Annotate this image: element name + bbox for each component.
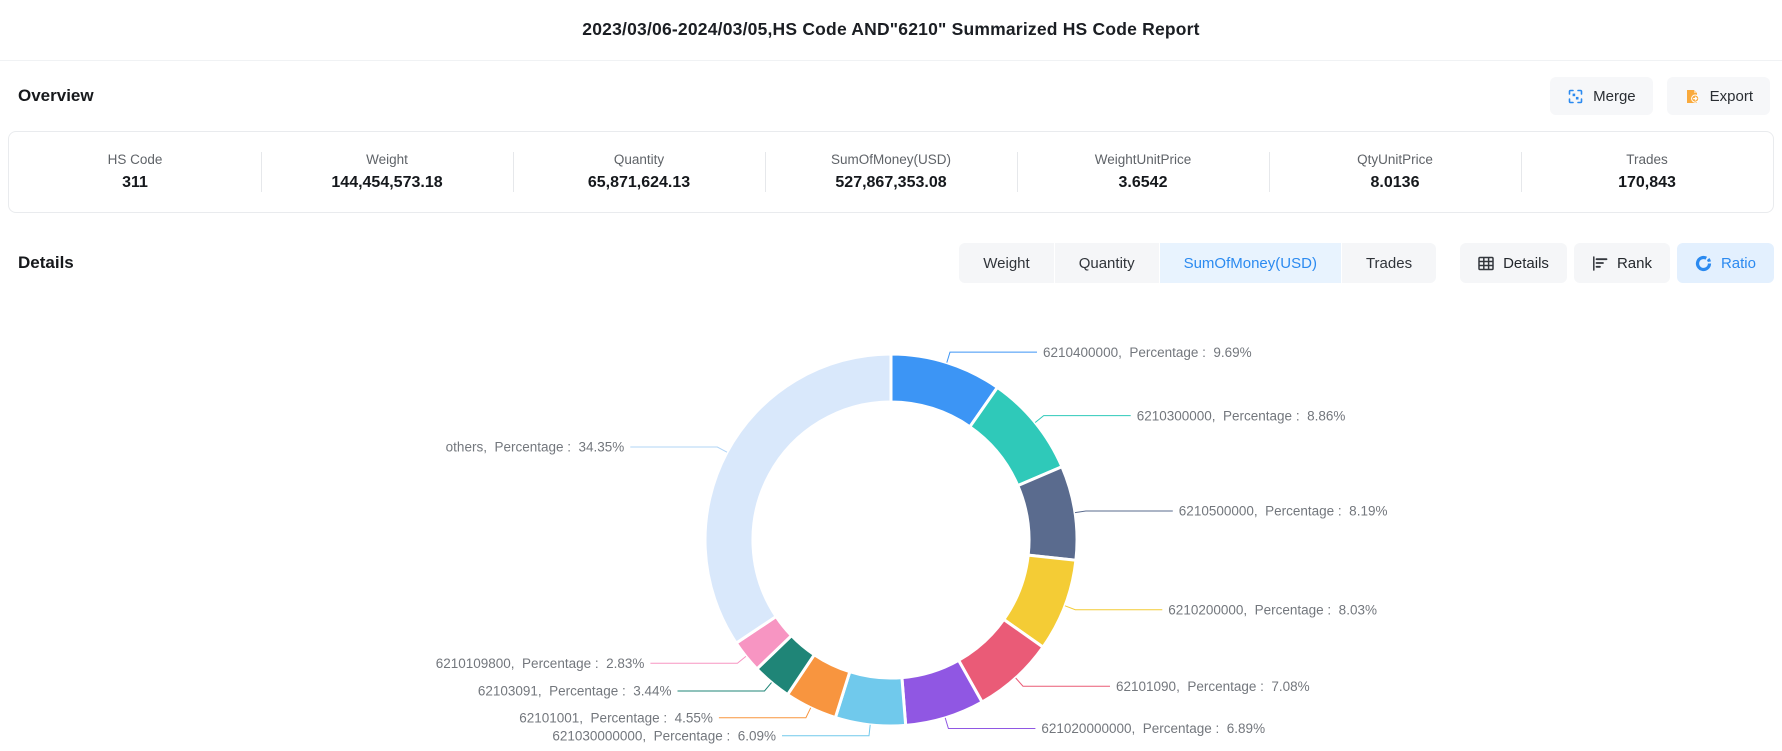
stat-label: WeightUnitPrice — [1094, 152, 1192, 167]
stat-label: Quantity — [613, 152, 665, 167]
stat-value: 8.0136 — [1370, 174, 1420, 191]
details-view-label: Details — [1503, 254, 1549, 272]
merge-icon — [1567, 88, 1584, 105]
donut-icon — [1695, 255, 1712, 272]
metric-tab-group: Weight Quantity SumOfMoney(USD) Trades — [959, 243, 1437, 283]
stat-value: 65,871,624.13 — [587, 174, 691, 191]
label-line-6210500000 — [1074, 510, 1173, 514]
slice-label-62101001: 62101001, Percentage : 4.55% — [519, 710, 713, 725]
stat-hs-code: HS Code 311 — [9, 152, 261, 192]
stat-value: 527,867,353.08 — [835, 174, 947, 191]
stat-value: 311 — [122, 174, 148, 191]
label-line-others — [630, 446, 728, 453]
label-line-6210109800 — [650, 656, 747, 664]
label-line-62101090 — [1015, 677, 1110, 687]
stat-sum-of-money: SumOfMoney(USD) 527,867,353.08 — [765, 152, 1017, 192]
stat-label: SumOfMoney(USD) — [830, 152, 952, 167]
slice-label-6210200000: 6210200000, Percentage : 8.03% — [1168, 602, 1377, 617]
tab-weight[interactable]: Weight — [959, 243, 1054, 283]
slice-label-others: others, Percentage : 34.35% — [446, 440, 625, 455]
label-line-621030000000 — [782, 724, 871, 737]
tab-quantity[interactable]: Quantity — [1054, 243, 1159, 283]
stat-weight-unit-price: WeightUnitPrice 3.6542 — [1017, 152, 1269, 192]
rank-bars-icon — [1592, 255, 1608, 271]
slice-label-6210300000: 6210300000, Percentage : 8.86% — [1137, 408, 1346, 423]
export-button-label: Export — [1709, 87, 1753, 105]
export-button[interactable]: Export — [1666, 77, 1770, 115]
tab-trades[interactable]: Trades — [1341, 243, 1437, 283]
merge-button[interactable]: Merge — [1550, 77, 1653, 115]
slice-label-6210500000: 6210500000, Percentage : 8.19% — [1179, 504, 1388, 519]
title-divider — [0, 60, 1782, 61]
view-button-group: Details Rank Ratio — [1460, 243, 1774, 283]
rank-view-button[interactable]: Rank — [1573, 243, 1670, 283]
stat-label: Weight — [366, 152, 408, 167]
details-header: Details Weight Quantity SumOfMoney(USD) … — [18, 243, 1774, 283]
stat-label: Trades — [1626, 152, 1668, 167]
stat-label: QtyUnitPrice — [1357, 152, 1433, 167]
rank-view-label: Rank — [1616, 254, 1652, 272]
tab-sum-of-money[interactable]: SumOfMoney(USD) — [1159, 243, 1341, 283]
stat-label: HS Code — [107, 152, 163, 167]
stat-trades: Trades 170,843 — [1521, 152, 1773, 192]
stat-value: 3.6542 — [1118, 174, 1168, 191]
ratio-view-button[interactable]: Ratio — [1676, 243, 1774, 283]
label-line-6210400000 — [946, 351, 1037, 363]
overview-header: Overview Merge — [18, 76, 1770, 116]
merge-button-label: Merge — [1593, 87, 1636, 105]
stat-qty-unit-price: QtyUnitPrice 8.0136 — [1269, 152, 1521, 192]
label-line-62101001 — [718, 707, 812, 719]
slice-label-6210400000: 6210400000, Percentage : 9.69% — [1043, 345, 1252, 360]
slice-label-6210109800: 6210109800, Percentage : 2.83% — [436, 656, 645, 671]
details-view-button[interactable]: Details — [1460, 243, 1567, 283]
label-line-6210200000 — [1064, 605, 1163, 611]
stat-weight: Weight 144,454,573.18 — [261, 152, 513, 192]
stat-value: 170,843 — [1618, 174, 1676, 191]
slice-label-62101090: 62101090, Percentage : 7.08% — [1116, 679, 1310, 694]
slice-label-621030000000: 621030000000, Percentage : 6.09% — [552, 729, 776, 744]
stat-value: 144,454,573.18 — [331, 174, 443, 191]
details-controls: Weight Quantity SumOfMoney(USD) Trades D… — [959, 243, 1774, 283]
overview-stats-box: HS Code 311 Weight 144,454,573.18 Quanti… — [8, 131, 1774, 213]
label-line-621020000000 — [944, 717, 1036, 729]
overview-actions: Merge Export — [1550, 77, 1770, 115]
slice-label-621020000000: 621020000000, Percentage : 6.89% — [1041, 721, 1265, 736]
label-line-6210300000 — [1034, 415, 1131, 423]
page-title: 2023/03/06-2024/03/05,HS Code AND"6210" … — [582, 18, 1200, 39]
donut-slice-6210500000[interactable] — [1015, 464, 1079, 562]
stat-quantity: Quantity 65,871,624.13 — [513, 152, 765, 192]
label-line-62103091 — [677, 682, 772, 692]
details-heading: Details — [18, 253, 74, 272]
table-icon — [1478, 256, 1494, 271]
ratio-view-label: Ratio — [1720, 254, 1756, 272]
donut-slice-others[interactable] — [703, 352, 893, 646]
overview-heading: Overview — [18, 86, 94, 105]
slice-label-62103091: 62103091, Percentage : 3.44% — [478, 684, 672, 699]
export-icon — [1684, 88, 1701, 105]
